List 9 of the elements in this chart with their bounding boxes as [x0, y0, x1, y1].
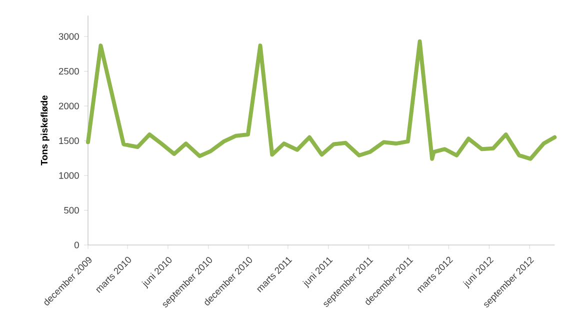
y-tick-label: 2000 — [58, 102, 79, 110]
y-tick-label: 3000 — [58, 33, 79, 40]
y-tick-label: 0 — [74, 242, 79, 248]
y-tick-label: 500 — [64, 206, 79, 214]
y-tick-label: 1000 — [59, 172, 79, 179]
y-tick-label: 1500 — [59, 137, 79, 144]
y-tick-label: 2500 — [58, 68, 79, 75]
y-axis-title: Tons piskefløde — [40, 95, 50, 166]
line-series — [86, 39, 557, 161]
